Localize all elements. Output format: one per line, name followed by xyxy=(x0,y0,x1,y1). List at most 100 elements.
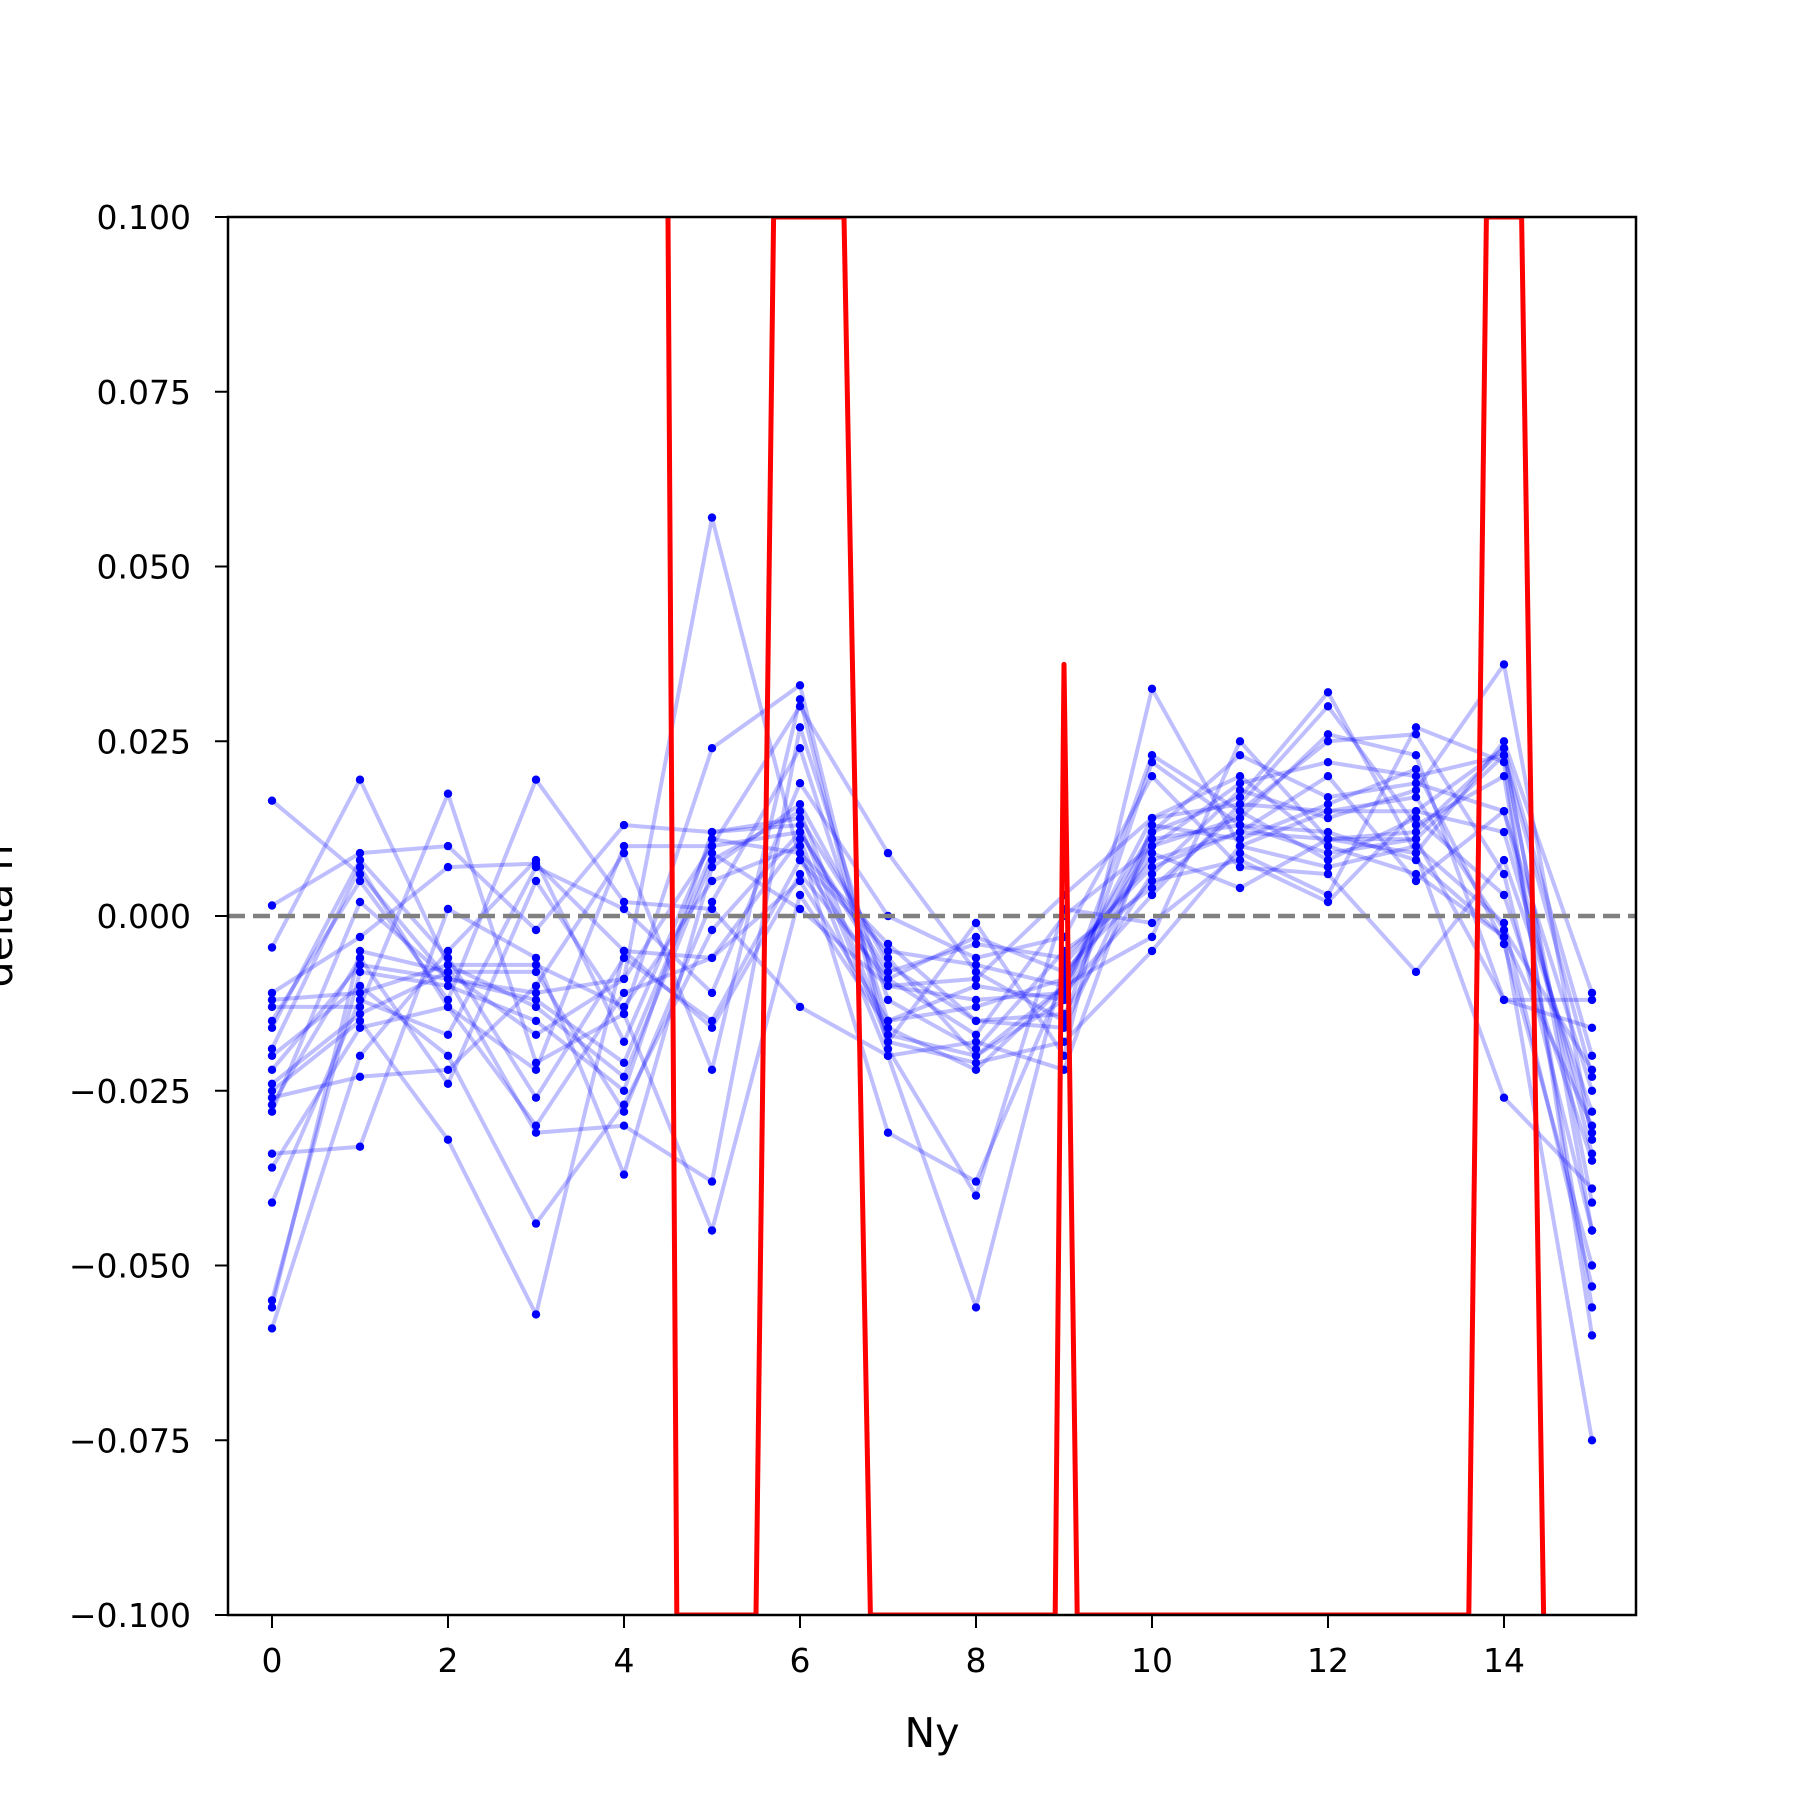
series-18-point-7 xyxy=(883,939,893,949)
series-13-point-10 xyxy=(1147,869,1157,879)
series-1-point-1 xyxy=(355,848,365,858)
series-18-point-10 xyxy=(1147,834,1157,844)
series-line-18 xyxy=(270,823,1594,1441)
series-1-point-0 xyxy=(267,901,277,910)
series-4-point-15 xyxy=(1587,1065,1597,1075)
series-16-point-5 xyxy=(707,827,717,837)
series-6-point-3 xyxy=(531,1093,541,1102)
series-5-point-8 xyxy=(971,1303,981,1312)
series-12-point-2 xyxy=(443,974,453,984)
series-5-point-0 xyxy=(267,1016,277,1026)
series-19-point-14 xyxy=(1499,807,1509,816)
series-8-point-5 xyxy=(707,1177,717,1186)
series-12-point-14 xyxy=(1499,772,1509,781)
series-5-point-2 xyxy=(443,995,453,1005)
series-19-point-13 xyxy=(1411,779,1421,788)
series-6-point-0 xyxy=(267,1023,277,1032)
series-13-point-2 xyxy=(443,904,453,914)
series-15-point-14 xyxy=(1499,855,1509,865)
series-14-point-4 xyxy=(619,988,629,998)
series-0-point-7 xyxy=(883,848,893,858)
series-12-point-15 xyxy=(1587,1303,1597,1312)
series-6-point-4 xyxy=(619,953,629,963)
series-11-point-3 xyxy=(531,876,541,886)
series-17-point-14 xyxy=(1499,751,1509,760)
series-4-point-13 xyxy=(1411,793,1421,802)
x-tick-label-10: 10 xyxy=(1131,1641,1173,1680)
series-7-point-15 xyxy=(1587,995,1597,1005)
series-20-point-4 xyxy=(619,841,629,851)
series-line-19 xyxy=(271,753,1594,1155)
series-13-point-4 xyxy=(619,1170,629,1179)
series-15-point-1 xyxy=(355,995,365,1005)
series-2-point-3 xyxy=(531,960,541,970)
series-9-point-6 xyxy=(795,869,805,879)
series-15-point-3 xyxy=(531,862,541,872)
series-18-point-11 xyxy=(1235,820,1245,830)
series-14-point-1 xyxy=(355,1023,365,1032)
series-8-point-11 xyxy=(1235,807,1245,816)
series-15-point-12 xyxy=(1323,869,1333,879)
series-5-point-15 xyxy=(1587,1086,1597,1096)
series-0-point-1 xyxy=(355,869,365,879)
series-16-point-2 xyxy=(443,981,453,991)
series-0-point-6 xyxy=(795,702,805,711)
series-21-point-3 xyxy=(531,1030,541,1040)
series-0-point-8 xyxy=(971,967,981,977)
series-20-point-15 xyxy=(1587,1226,1597,1235)
series-17-point-7 xyxy=(883,1016,893,1026)
y-tick-label-8: 0.100 xyxy=(97,198,191,237)
series-11-point-15 xyxy=(1587,1184,1597,1193)
series-21-point-0 xyxy=(267,1079,277,1089)
series-14-point-12 xyxy=(1323,800,1333,809)
series-14-point-8 xyxy=(971,1037,981,1047)
series-16-point-3 xyxy=(531,1016,541,1026)
series-line-16 xyxy=(270,823,1594,1302)
series-line-0 xyxy=(270,704,1594,1078)
series-20-point-3 xyxy=(531,1065,541,1075)
series-2-point-8 xyxy=(971,1177,981,1186)
series-14-point-7 xyxy=(883,1051,893,1061)
series-14-point-13 xyxy=(1411,765,1421,774)
series-13-point-13 xyxy=(1411,786,1421,795)
series-15-point-2 xyxy=(443,1030,453,1040)
series-line-14 xyxy=(270,767,1594,1267)
series-6-point-10 xyxy=(1147,932,1157,942)
series-17-point-1 xyxy=(355,946,365,956)
series-18-point-4 xyxy=(619,1037,629,1047)
series-15-point-10 xyxy=(1147,772,1157,781)
series-line-9 xyxy=(270,809,1594,1317)
series-6-point-7 xyxy=(883,946,893,956)
series-15-point-0 xyxy=(267,1198,277,1207)
series-10-point-7 xyxy=(883,1044,893,1054)
y-tick-label-2: −0.050 xyxy=(69,1247,191,1286)
series-7-point-2 xyxy=(443,1051,453,1061)
series-12-point-1 xyxy=(355,897,365,907)
series-3-point-8 xyxy=(971,981,981,991)
x-tick-label-2: 2 xyxy=(438,1641,459,1680)
series-3-point-14 xyxy=(1499,869,1509,879)
series-8-point-8 xyxy=(971,1044,981,1054)
series-15-point-4 xyxy=(619,904,629,914)
series-17-point-3 xyxy=(531,967,541,977)
y-tick-label-1: −0.075 xyxy=(69,1421,191,1460)
series-18-point-8 xyxy=(971,1016,981,1026)
series-20-point-11 xyxy=(1235,827,1245,837)
series-2-point-15 xyxy=(1587,988,1597,998)
series-5-point-3 xyxy=(531,775,541,784)
series-19-point-11 xyxy=(1235,751,1245,760)
series-11-point-4 xyxy=(619,1009,629,1019)
series-4-point-10 xyxy=(1147,684,1157,693)
series-10-point-13 xyxy=(1411,723,1421,732)
series-7-point-12 xyxy=(1323,730,1333,739)
series-19-point-12 xyxy=(1323,793,1333,802)
series-10-point-11 xyxy=(1235,848,1245,858)
series-6-point-2 xyxy=(443,953,453,963)
series-1-point-11 xyxy=(1235,772,1245,781)
series-13-point-15 xyxy=(1587,1135,1597,1144)
series-16-point-12 xyxy=(1323,862,1333,872)
series-14-point-5 xyxy=(707,953,717,963)
series-8-point-1 xyxy=(355,960,365,970)
series-0-point-12 xyxy=(1323,848,1333,858)
